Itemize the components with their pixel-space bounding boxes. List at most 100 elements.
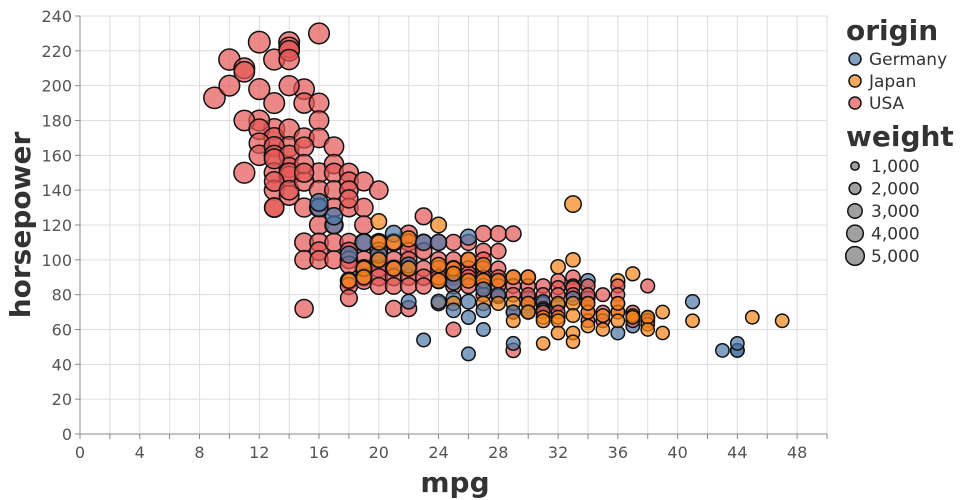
data-point-usa: [308, 110, 330, 131]
y-tick-label: 80: [52, 286, 72, 305]
data-point-usa: [354, 215, 374, 235]
legend-size-label: 3,000: [871, 202, 920, 222]
y-tick-label: 240: [41, 7, 72, 26]
data-point-japan: [565, 334, 581, 350]
data-point-japan: [610, 295, 626, 311]
data-point-japan: [610, 313, 626, 329]
y-tick-label: 200: [41, 77, 72, 96]
data-point-germany: [416, 332, 432, 348]
data-point-japan: [655, 304, 671, 320]
data-point-germany: [610, 325, 626, 341]
data-point-japan: [400, 230, 418, 248]
legend-label-germany: Germany: [869, 50, 947, 70]
data-points: [203, 22, 790, 362]
data-point-japan: [505, 269, 522, 286]
data-point-usa: [263, 148, 285, 170]
legend-swatch-germany: [848, 52, 862, 66]
data-point-usa: [489, 225, 507, 243]
data-point-japan: [430, 216, 448, 234]
data-point-japan: [520, 304, 536, 320]
data-point-germany: [400, 293, 417, 310]
legend-size-label: 5,000: [871, 247, 920, 267]
data-point-usa: [248, 78, 271, 101]
data-point-germany: [339, 245, 359, 264]
data-point-japan: [744, 309, 760, 325]
data-point-japan: [535, 336, 551, 351]
data-point-usa: [595, 287, 611, 303]
data-point-japan: [355, 269, 373, 286]
data-point-japan: [655, 325, 670, 341]
x-tick-label: 40: [667, 443, 687, 462]
data-point-japan: [430, 272, 447, 289]
data-point-japan: [640, 309, 656, 325]
data-point-usa: [203, 86, 226, 110]
data-point-japan: [550, 325, 566, 341]
data-point-germany: [429, 233, 448, 252]
data-point-usa: [339, 189, 359, 209]
data-point-usa: [293, 136, 315, 157]
data-point-japan: [475, 256, 492, 274]
data-point-japan: [595, 308, 611, 323]
data-point-japan: [565, 251, 581, 268]
data-point-usa: [640, 278, 656, 294]
data-point-usa: [293, 162, 315, 183]
data-point-usa: [369, 276, 388, 296]
y-tick-label: 20: [52, 390, 72, 409]
legend-swatch-usa: [848, 96, 862, 110]
legend-color-title: origin: [846, 14, 938, 47]
data-point-germany: [354, 233, 373, 252]
data-point-japan: [580, 318, 596, 334]
y-tick-label: 140: [41, 181, 72, 200]
data-point-germany: [460, 346, 476, 362]
legend-swatch-japan: [848, 74, 862, 88]
x-tick-label: 4: [135, 443, 145, 462]
data-point-japan: [625, 266, 641, 282]
data-point-usa: [278, 74, 300, 97]
data-point-japan: [685, 313, 700, 329]
data-point-usa: [263, 92, 286, 115]
data-point-japan: [640, 322, 656, 337]
data-point-japan: [490, 295, 507, 312]
data-point-usa: [233, 161, 256, 184]
legend-size-swatch: [845, 224, 865, 243]
data-point-usa: [294, 298, 314, 319]
data-point-usa: [444, 233, 463, 252]
data-point-japan: [400, 260, 417, 277]
data-point-germany: [715, 342, 730, 358]
data-point-germany: [309, 192, 329, 212]
data-point-japan: [460, 272, 477, 289]
y-tick-label: 120: [41, 216, 72, 235]
data-point-japan: [340, 272, 358, 289]
data-point-japan: [505, 313, 521, 329]
x-tick-label: 24: [428, 443, 448, 462]
data-point-usa: [399, 277, 418, 295]
x-tick-label: 16: [309, 443, 329, 462]
legend-size-swatch: [850, 161, 860, 171]
data-point-usa: [323, 136, 345, 158]
y-tick-label: 40: [52, 355, 72, 374]
data-point-usa: [308, 22, 331, 45]
data-point-germany: [684, 293, 701, 310]
data-point-germany: [729, 336, 745, 351]
legend-size-swatch: [848, 181, 862, 196]
data-point-usa: [414, 277, 433, 295]
data-point-japan: [460, 251, 477, 269]
data-point-germany: [459, 228, 478, 246]
data-point-japan: [565, 308, 581, 324]
y-tick-label: 220: [41, 42, 72, 61]
x-tick-label: 36: [608, 443, 628, 462]
legend-size-swatch: [847, 203, 863, 219]
legend-size-label: 2,000: [871, 180, 920, 200]
data-point-japan: [774, 313, 790, 329]
legend-size-swatch: [844, 245, 866, 267]
data-point-germany: [505, 335, 521, 351]
data-point-usa: [247, 30, 271, 54]
data-point-usa: [263, 197, 285, 218]
data-point-japan: [370, 213, 388, 231]
data-point-germany: [414, 233, 433, 252]
data-point-usa: [233, 60, 256, 83]
legend-size-title: weight: [846, 120, 954, 153]
data-point-japan: [550, 258, 566, 275]
